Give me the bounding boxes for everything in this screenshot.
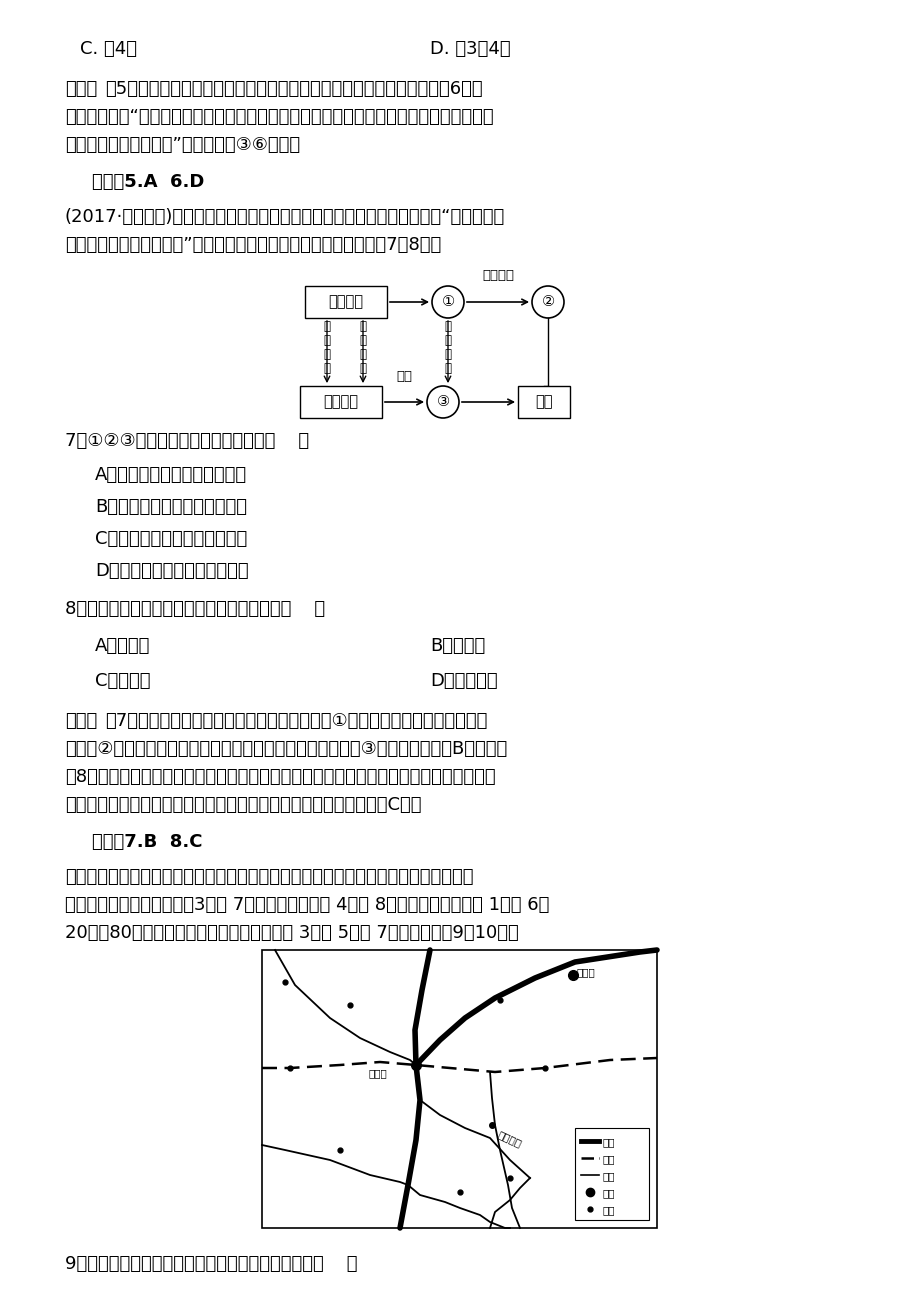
Text: 乡道: 乡道 [602, 1170, 615, 1181]
Text: 答案：7.B  8.C: 答案：7.B 8.C [92, 833, 202, 852]
Text: 7．①②③网购流程环节排序正确的是（    ）: 7．①②③网购流程环节排序正确的是（ ） [65, 432, 309, 450]
Text: 下图为我国某区域图。清末起，在杨庄镇、安池镇、后峪子村等地逐渐形成有规律的赶: 下图为我国某区域图。清末起，在杨庄镇、安池镇、后峪子村等地逐渐形成有规律的赶 [65, 868, 473, 885]
Text: 订单审核: 订单审核 [328, 294, 363, 310]
Text: 安池镇: 安池镇 [576, 967, 596, 976]
Bar [300, 385, 381, 418]
Text: 后峪子村: 后峪子村 [495, 1129, 522, 1148]
Text: 订单用户: 订单用户 [323, 395, 358, 410]
Text: ③: ③ [436, 395, 449, 410]
Text: D. 【3【4】: D. 【3【4】 [429, 40, 510, 59]
Text: 解析：: 解析： [65, 712, 97, 730]
Text: C．风险小: C．风险小 [95, 672, 151, 690]
Text: 9．与周围村落相比，后峪子村成为集市点的原因是（    ）: 9．与周围村落相比，后峪子村成为集市点的原因是（ ） [65, 1255, 357, 1273]
Text: 入库: 入库 [535, 395, 552, 410]
Text: 根据提干信息“在网络信息技术的推动下，越来越多的居民从网上购物，很多大型购物中心: 根据提干信息“在网络信息技术的推动下，越来越多的居民从网上购物，很多大型购物中心 [65, 108, 494, 126]
Text: D．结算简便: D．结算简便 [429, 672, 497, 690]
Text: C. 【4】: C. 【4】 [80, 40, 137, 59]
Bar [262, 950, 656, 1228]
Bar [305, 286, 387, 318]
Bar [574, 1128, 648, 1220]
Text: 第5题，大型购物中心由于占地大，趋向郊区的地价低、交通便利处。第6题，: 第5题，大型购物中心由于占地大，趋向郊区的地价低、交通便利处。第6题， [106, 79, 482, 98]
Text: 乡镇: 乡镇 [602, 1187, 615, 1198]
Text: 营业额增长放缓或下降”分析可知，③⑥正确。: 营业额增长放缓或下降”分析可知，③⑥正确。 [65, 135, 300, 154]
Text: (2017·衡水联考)网上购物、网民足不出户就可以货比三家，并且网购具有“商品种类齐: (2017·衡水联考)网上购物、网民足不出户就可以货比三家，并且网购具有“商品种… [65, 208, 505, 227]
Text: 全、价格实惠、送货上门”等优势。读某商品网购物流示意图，完扒7～8题。: 全、价格实惠、送货上门”等优势。读某商品网购物流示意图，完扒7～8题。 [65, 236, 441, 254]
Text: 答案：5.A  6.D: 答案：5.A 6.D [92, 173, 204, 191]
Text: D．物流配送、采购、订单分发: D．物流配送、采购、订单分发 [95, 562, 248, 579]
Text: 第7题，订单经过审核后，要分发到相关部门，①对应订单分发；货物要采购后: 第7题，订单经过审核后，要分发到相关部门，①对应订单分发；货物要采购后 [106, 712, 487, 730]
Text: 8．与传统商业流通相比，网购的优点不包括（    ）: 8．与传统商业流通相比，网购的优点不包括（ ） [65, 600, 324, 618]
Text: 提
交
物
流: 提 交 物 流 [444, 320, 451, 375]
Text: A．订单分发、物流配送、采购: A．订单分发、物流配送、采购 [95, 466, 247, 484]
Text: 20世纪80年代以后，杨庄镇集日慢慢变为逢 3、逢 5、逢 7。读图，完戟9～10题。: 20世纪80年代以后，杨庄镇集日慢慢变为逢 3、逢 5、逢 7。读图，完戟9～1… [65, 924, 518, 943]
Text: 第8题，与传统商业流通相比，网购足不出户，效率高，结算简便，流通环节少，成本低；: 第8题，与传统商业流通相比，网购足不出户，效率高，结算简便，流通环节少，成本低； [65, 768, 495, 786]
Text: 集日。其中杨庄镇集日为逢3、逢 7，安池镇集日为逢 4、逢 8，后峪子村集日为逢 1、逢 6。: 集日。其中杨庄镇集日为逢3、逢 7，安池镇集日为逢 4、逢 8，后峪子村集日为逢… [65, 896, 549, 914]
Text: A．效率高: A．效率高 [95, 637, 150, 655]
Text: 用
户
订
单: 用 户 订 单 [323, 320, 330, 375]
Text: 省道: 省道 [602, 1137, 615, 1147]
Text: 县道: 县道 [602, 1154, 615, 1164]
Text: ①: ① [441, 294, 454, 310]
Text: B．成本低: B．成本低 [429, 637, 484, 655]
Text: C．物流配送、订单分发、采购: C．物流配送、订单分发、采购 [95, 530, 247, 548]
Text: 入库，②箭头指向入库，应是采购；送货是由物流部门负责，③对应物流配送，B项正确。: 入库，②箭头指向入库，应是采购；送货是由物流部门负责，③对应物流配送，B项正确。 [65, 740, 506, 758]
Text: 预定订单: 预定订单 [482, 270, 514, 283]
Text: 村落: 村落 [602, 1204, 615, 1215]
Text: 杨庄镇: 杨庄镇 [369, 1068, 387, 1078]
Text: 送货: 送货 [396, 370, 412, 383]
Bar [517, 385, 570, 418]
Text: 解析：: 解析： [65, 79, 97, 98]
Text: ②: ② [541, 294, 554, 310]
Text: 但是网购与当面挑选货物，当面付款相比，风险大，所以优点不包括C项。: 但是网购与当面挑选货物，当面付款相比，风险大，所以优点不包括C项。 [65, 796, 421, 814]
Text: 订
单
确
认: 订 单 确 认 [359, 320, 366, 375]
Text: B．订单分发、采购、物流配送: B．订单分发、采购、物流配送 [95, 497, 246, 516]
